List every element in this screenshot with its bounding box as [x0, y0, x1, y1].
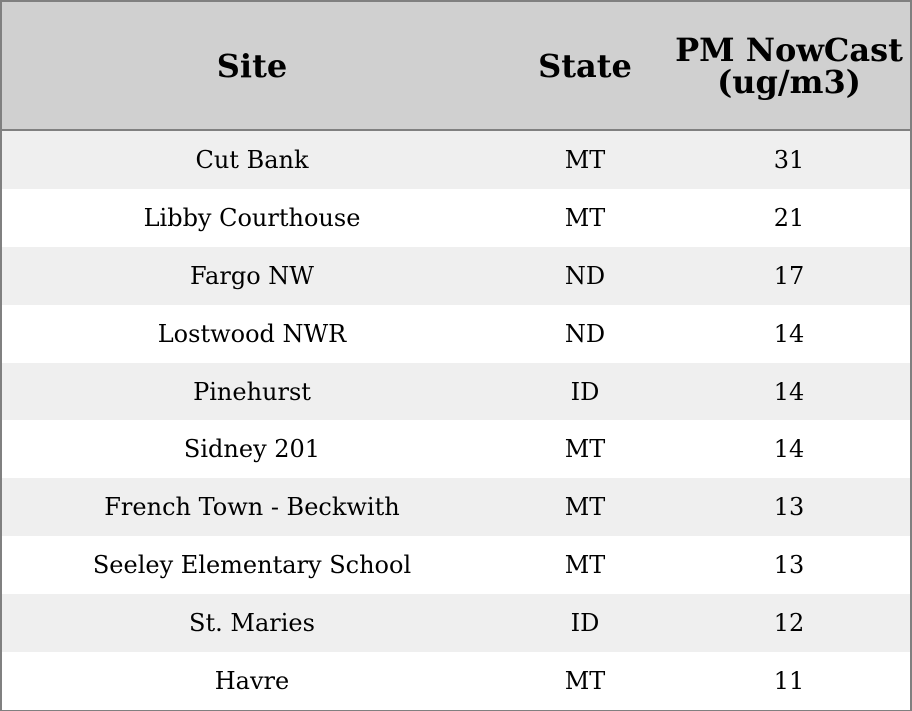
cell-state: MT: [564, 551, 606, 580]
table-row: Sidney 201 MT 14: [2, 420, 910, 479]
table-row: French Town - Beckwith MT 13: [2, 478, 910, 537]
cell-state: MT: [564, 493, 606, 522]
table-row: Cut Bank MT 31: [2, 131, 910, 189]
cell-pm: 11: [773, 666, 805, 695]
table-row: Libby Courthouse MT 21: [2, 188, 910, 247]
cell-state: MT: [564, 145, 606, 174]
cell-state: ND: [564, 261, 606, 290]
table-row: St. Maries ID 12: [2, 594, 910, 653]
table-row: Lostwood NWR ND 14: [2, 304, 910, 363]
cell-pm: 21: [773, 203, 805, 232]
cell-pm: 13: [773, 551, 805, 580]
cell-site: Lostwood NWR: [157, 319, 347, 348]
cell-pm: 17: [773, 261, 805, 290]
cell-pm: 14: [773, 377, 805, 406]
cell-site: Sidney 201: [183, 435, 321, 464]
cell-site: St. Maries: [189, 609, 315, 638]
cell-pm: 13: [773, 493, 805, 522]
table-row: Seeley Elementary School MT 13: [2, 536, 910, 595]
cell-pm: 12: [773, 609, 805, 638]
cell-pm: 31: [773, 145, 805, 174]
header-state: State: [538, 46, 632, 85]
cell-site: Cut Bank: [195, 145, 309, 174]
table-row: Havre MT 11: [2, 652, 910, 710]
cell-state: MT: [564, 666, 606, 695]
cell-state: ID: [570, 609, 600, 638]
table-row: Pinehurst ID 14: [2, 362, 910, 421]
cell-site: Libby Courthouse: [143, 203, 361, 232]
cell-pm: 14: [773, 319, 805, 348]
table-row: Fargo NW ND 17: [2, 246, 910, 305]
cell-state: MT: [564, 203, 606, 232]
table-body: Cut Bank MT 31 Libby Courthouse MT 21 Fargo NW…: [2, 131, 910, 710]
cell-state: ID: [570, 377, 600, 406]
cell-site: Seeley Elementary School: [92, 551, 412, 580]
cell-state: MT: [564, 435, 606, 464]
header-pm-nowcast: PM NowCast (ug/m3): [675, 30, 903, 101]
cell-pm: 14: [773, 435, 805, 464]
cell-site: Fargo NW: [190, 261, 314, 290]
table-header: Site State PM NowCast (ug/m3): [2, 2, 910, 131]
cell-site: French Town - Beckwith: [104, 493, 400, 522]
cell-site: Pinehurst: [193, 377, 311, 406]
header-site: Site: [216, 46, 288, 85]
cell-site: Havre: [214, 666, 290, 695]
cell-state: ND: [564, 319, 606, 348]
